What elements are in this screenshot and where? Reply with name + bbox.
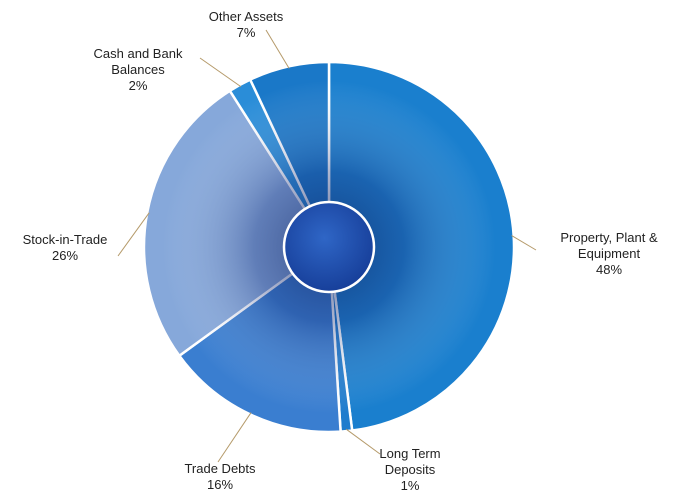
leader-line xyxy=(217,412,252,463)
label-long-term-deposits: Long Term Deposits 1% xyxy=(360,446,460,494)
slice-name: Trade Debts xyxy=(184,461,256,476)
label-stock-in-trade: Stock-in-Trade 26% xyxy=(4,232,126,264)
slice-name: Other Assets xyxy=(208,9,284,24)
slice-value: 16% xyxy=(206,477,234,492)
label-other-assets: Other Assets 7% xyxy=(186,9,306,41)
slice-name: Long Term Deposits xyxy=(379,446,441,477)
label-trade-debts: Trade Debts 16% xyxy=(160,461,280,493)
slice-value: 2% xyxy=(128,78,148,93)
center-disc xyxy=(282,200,376,294)
slice-value: 1% xyxy=(400,478,420,493)
slice-name: Cash and Bank Balances xyxy=(93,46,183,77)
leader-line xyxy=(199,57,242,88)
label-property-plant-equipment: Property, Plant & Equipment 48% xyxy=(534,230,684,278)
slice-name: Stock-in-Trade xyxy=(22,232,108,247)
leader-line xyxy=(265,29,290,69)
leader-line xyxy=(345,428,381,455)
slice-value: 7% xyxy=(236,25,256,40)
leader-line xyxy=(511,235,537,251)
label-cash-and-bank-balances: Cash and Bank Balances 2% xyxy=(74,46,202,94)
slice-value: 26% xyxy=(51,248,79,263)
slice-name: Property, Plant & Equipment xyxy=(560,230,658,261)
leader-line xyxy=(117,212,150,257)
slice-value: 48% xyxy=(595,262,623,277)
